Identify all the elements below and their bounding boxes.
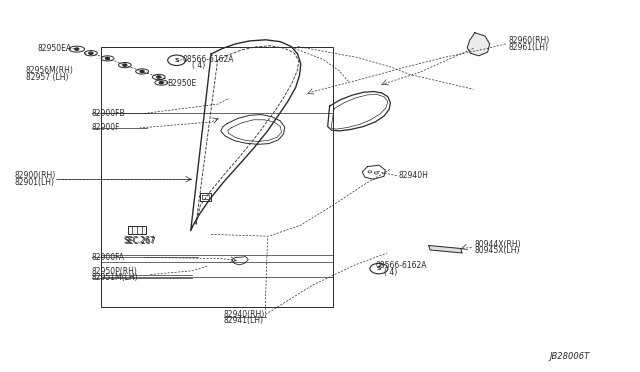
Text: 82940H: 82940H: [398, 171, 428, 180]
Text: S: S: [376, 266, 381, 271]
Text: JB28006T: JB28006T: [549, 352, 589, 361]
Text: 80944X(RH): 80944X(RH): [475, 240, 522, 249]
Circle shape: [75, 48, 79, 50]
Text: 08566-6162A: 08566-6162A: [182, 55, 234, 64]
Text: 80945X(LH): 80945X(LH): [475, 246, 520, 255]
Bar: [101, 46, 333, 307]
Text: B2950E: B2950E: [168, 79, 197, 88]
Polygon shape: [429, 246, 462, 253]
Text: SEC.267: SEC.267: [125, 237, 156, 246]
Text: 82951M(LH): 82951M(LH): [92, 273, 138, 282]
Circle shape: [159, 81, 163, 84]
Circle shape: [157, 76, 161, 78]
FancyBboxPatch shape: [128, 226, 146, 234]
Text: 82900FB: 82900FB: [92, 109, 125, 118]
Polygon shape: [467, 33, 490, 56]
Text: 82940(RH): 82940(RH): [224, 310, 265, 319]
Text: 82960(RH): 82960(RH): [509, 36, 550, 45]
Text: 82961(LH): 82961(LH): [509, 43, 548, 52]
Text: 82900FA: 82900FA: [92, 253, 125, 262]
Text: ( 4): ( 4): [384, 268, 397, 277]
Text: 82956M(RH): 82956M(RH): [26, 66, 74, 75]
Text: 82957 (LH): 82957 (LH): [26, 73, 68, 81]
Circle shape: [123, 64, 127, 66]
Text: ( 4): ( 4): [192, 61, 205, 70]
Circle shape: [106, 57, 109, 60]
Circle shape: [140, 70, 144, 73]
Text: 08566-6162A: 08566-6162A: [376, 262, 427, 270]
Circle shape: [89, 52, 93, 54]
Text: 82900F: 82900F: [92, 124, 120, 132]
Text: 82950EA: 82950EA: [37, 44, 71, 53]
Text: 82901(LH): 82901(LH): [14, 178, 54, 187]
Text: 82900(RH): 82900(RH): [14, 171, 55, 180]
Text: SEC.267: SEC.267: [124, 236, 155, 245]
Text: S: S: [174, 58, 179, 63]
Text: 82950P(RH): 82950P(RH): [92, 267, 138, 276]
Text: 82941(LH): 82941(LH): [224, 316, 264, 325]
